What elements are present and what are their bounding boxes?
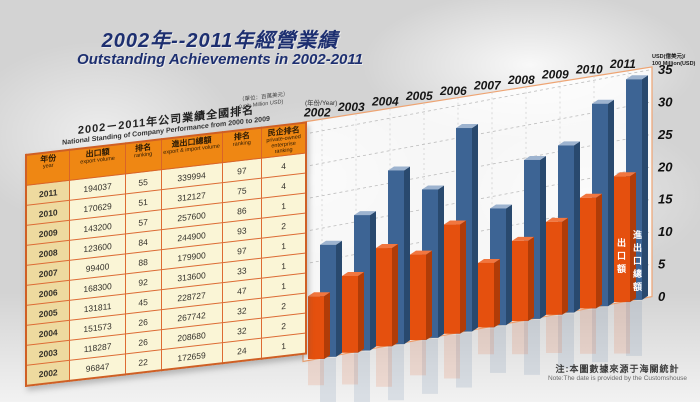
- svg-text:25: 25: [657, 127, 673, 142]
- svg-text:5: 5: [658, 257, 666, 272]
- performance-table-body: 2011 194037 55 339994 97 4 2010 170629 51 312127 7…: [26, 153, 306, 387]
- footer-note: 注:本圖數據來源于海關統計 Note:The date is provided …: [535, 362, 700, 382]
- bars: [308, 75, 648, 360]
- year-cell: 2002: [26, 360, 70, 387]
- footer-note-en: Note:The date is provided by the Customs…: [547, 375, 688, 382]
- value-cell: 22: [125, 350, 162, 375]
- svg-text:2008: 2008: [507, 73, 535, 87]
- column-header: 排名 ranking: [125, 139, 162, 175]
- svg-text:2002: 2002: [303, 105, 331, 119]
- value-cell: 24: [222, 338, 262, 364]
- svg-text:2009: 2009: [541, 68, 569, 82]
- bar: [376, 248, 392, 347]
- x-axis-year-labels: 2002 2003 2004 2005 2006 2007 2008 2009 2010 2011…: [303, 57, 636, 119]
- legend-total-volume-label: 進出口總額: [632, 230, 642, 295]
- svg-text:2006: 2006: [439, 84, 467, 98]
- page-title-en: Outstanding Achievements in 2002-2011: [77, 51, 363, 68]
- svg-text:2004: 2004: [371, 95, 399, 109]
- bar: [308, 296, 324, 360]
- svg-text:15: 15: [658, 192, 673, 207]
- column-header: 排名 ranking: [222, 127, 262, 164]
- x-axis-label: (年份/Year): [305, 98, 337, 107]
- performance-table: 年份 year 出口額 export volume 排名 ranking 進出口總額 expo…: [25, 121, 307, 388]
- y-axis-tick-labels: 0 5 10 15 20 25 30 35: [657, 62, 673, 304]
- svg-text:2011: 2011: [609, 57, 636, 71]
- bar: [342, 275, 358, 353]
- svg-text:30: 30: [658, 94, 673, 109]
- bar: [580, 197, 596, 309]
- bar: [444, 224, 460, 334]
- svg-text:0: 0: [658, 289, 666, 304]
- y-axis-unit-line2: 100 Million(USD): [652, 60, 696, 67]
- performance-table-block: （單位：百萬美元） (unit: Million USD) 2002－2011年…: [25, 92, 307, 388]
- y-axis-unit-label: USD(億美元)/ 100 Million(USD): [652, 54, 698, 67]
- legend-export-volume-label: 出口額: [616, 238, 626, 277]
- svg-text:2005: 2005: [405, 89, 433, 103]
- value-cell: 1: [261, 333, 306, 359]
- svg-text:20: 20: [657, 159, 673, 174]
- page-title: 2002年--2011年經營業績 Outstanding Achievement…: [55, 30, 385, 69]
- bar: [614, 176, 630, 303]
- bar: [410, 254, 426, 341]
- svg-text:35: 35: [658, 62, 673, 77]
- svg-text:2003: 2003: [337, 100, 365, 114]
- footer-note-zh: 注:本圖數據來源于海關統計: [555, 364, 680, 374]
- svg-text:10: 10: [658, 224, 673, 239]
- bar: [512, 240, 528, 322]
- bar-reflections: [308, 300, 642, 402]
- svg-text:2007: 2007: [473, 78, 502, 92]
- bar: [478, 262, 494, 328]
- svg-text:2010: 2010: [575, 62, 603, 76]
- bar: [546, 221, 562, 315]
- page-title-zh: 2002年--2011年經營業績: [101, 30, 339, 52]
- y-axis-unit-line1: USD(億美元)/: [652, 54, 686, 60]
